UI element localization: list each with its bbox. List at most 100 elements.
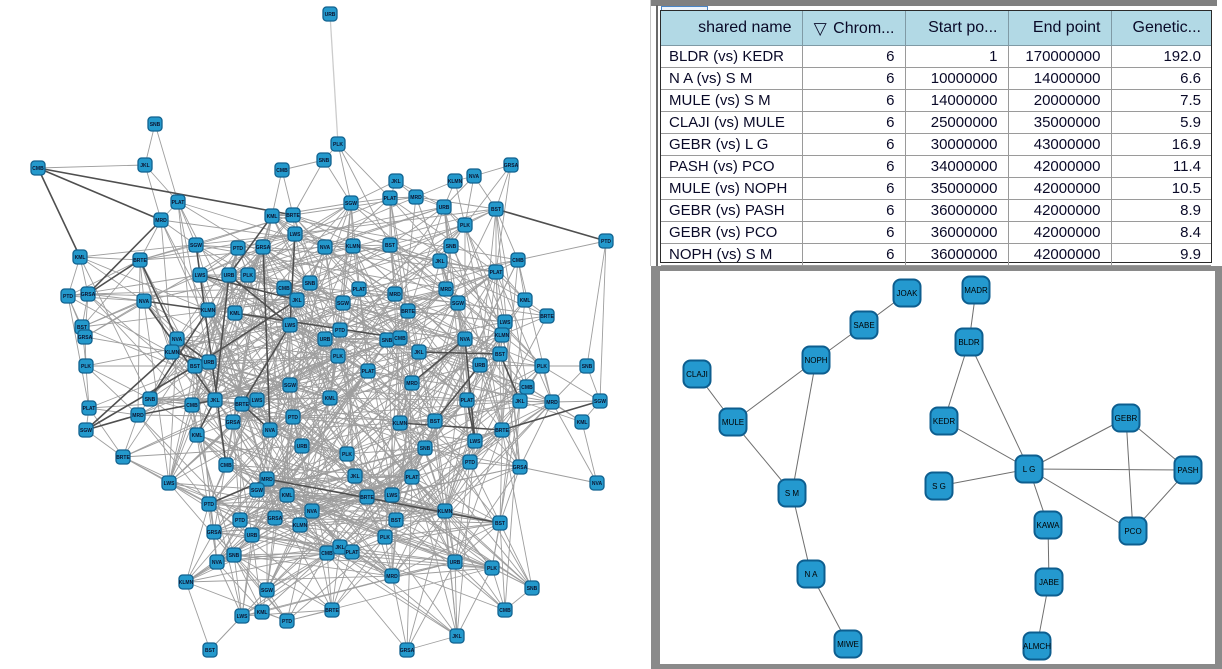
svg-text:KLMN: KLMN [293, 523, 308, 529]
svg-text:BST: BST [385, 243, 395, 249]
svg-text:LWS: LWS [252, 398, 263, 404]
svg-text:CMB: CMB [32, 166, 44, 172]
svg-text:GRSA: GRSA [268, 516, 283, 522]
svg-text:JKL: JKL [210, 398, 219, 404]
svg-text:BST: BST [495, 521, 505, 527]
svg-text:SNB: SNB [382, 338, 393, 344]
svg-text:GEBR: GEBR [1115, 414, 1138, 423]
svg-text:GRSA: GRSA [513, 465, 528, 471]
svg-text:BLDR: BLDR [958, 338, 980, 347]
svg-text:L G: L G [1023, 465, 1036, 474]
svg-text:GRSA: GRSA [78, 335, 93, 341]
svg-text:KML: KML [230, 311, 241, 317]
svg-text:MADR: MADR [964, 286, 988, 295]
svg-text:PLAT: PLAT [384, 196, 397, 202]
svg-text:URB: URB [224, 273, 235, 279]
svg-text:SNB: SNB [305, 281, 316, 287]
svg-text:KML: KML [325, 396, 336, 402]
svg-text:URB: URB [320, 337, 331, 343]
svg-text:SNB: SNB [420, 446, 431, 452]
svg-text:PTD: PTD [63, 294, 73, 300]
svg-text:SGW: SGW [284, 383, 296, 389]
svg-text:KML: KML [267, 214, 278, 220]
svg-text:MIWE: MIWE [837, 640, 859, 649]
svg-text:LWS: LWS [290, 232, 301, 238]
svg-text:LWS: LWS [285, 323, 296, 329]
svg-text:BST: BST [77, 325, 87, 331]
svg-text:MRD: MRD [389, 292, 401, 298]
svg-text:BRTE: BRTE [116, 455, 130, 461]
svg-text:PLAT: PLAT [461, 398, 474, 404]
svg-text:PLK: PLK [537, 364, 547, 370]
svg-text:PCO: PCO [1124, 527, 1141, 536]
svg-text:JABE: JABE [1039, 578, 1059, 587]
svg-text:PLAT: PLAT [83, 406, 96, 412]
svg-text:BRTE: BRTE [235, 402, 249, 408]
svg-text:LWS: LWS [164, 481, 175, 487]
svg-text:LWS: LWS [195, 273, 206, 279]
svg-text:CMB: CMB [186, 403, 198, 409]
svg-text:SGW: SGW [337, 301, 349, 307]
svg-text:PLK: PLK [243, 273, 253, 279]
svg-text:SGW: SGW [80, 428, 92, 434]
svg-text:JKL: JKL [435, 259, 444, 265]
svg-text:PLK: PLK [487, 566, 497, 572]
svg-text:BRTE: BRTE [133, 258, 147, 264]
svg-text:CMB: CMB [499, 608, 511, 614]
svg-text:SNB: SNB [319, 158, 330, 164]
svg-text:NVA: NVA [307, 509, 318, 515]
svg-text:BRTE: BRTE [360, 495, 374, 501]
svg-text:KLMN: KLMN [438, 509, 453, 515]
svg-text:URB: URB [247, 533, 258, 539]
svg-text:GRSA: GRSA [226, 420, 241, 426]
svg-text:PLK: PLK [333, 354, 343, 360]
svg-text:ALMCH: ALMCH [1023, 642, 1051, 651]
svg-text:MRD: MRD [406, 381, 418, 387]
svg-text:MRD: MRD [546, 400, 558, 406]
svg-text:BST: BST [491, 207, 501, 213]
svg-text:KAWA: KAWA [1037, 521, 1061, 530]
svg-text:KEDR: KEDR [933, 417, 955, 426]
svg-text:SNB: SNB [145, 397, 156, 403]
svg-text:SGW: SGW [345, 201, 357, 207]
svg-text:SNB: SNB [527, 586, 538, 592]
svg-text:SGW: SGW [594, 399, 606, 405]
svg-text:JKL: JKL [140, 163, 149, 169]
svg-text:KML: KML [75, 255, 86, 261]
svg-text:CMB: CMB [220, 463, 232, 469]
svg-text:BRTE: BRTE [540, 314, 554, 320]
svg-text:SGW: SGW [452, 301, 464, 307]
svg-text:PLK: PLK [460, 223, 470, 229]
svg-text:PTD: PTD [335, 328, 345, 334]
svg-text:GRSA: GRSA [207, 530, 222, 536]
svg-text:PLK: PLK [380, 535, 390, 541]
svg-text:SGW: SGW [251, 488, 263, 494]
svg-text:PLAT: PLAT [490, 270, 503, 276]
svg-text:MRD: MRD [440, 287, 452, 293]
svg-text:BST: BST [430, 419, 440, 425]
svg-text:PTD: PTD [601, 239, 611, 245]
svg-text:URB: URB [325, 12, 336, 18]
svg-text:URB: URB [439, 205, 450, 211]
svg-text:MULE: MULE [722, 418, 744, 427]
svg-text:LWS: LWS [387, 493, 398, 499]
svg-text:URB: URB [450, 560, 461, 566]
svg-text:KML: KML [192, 433, 203, 439]
svg-text:CMB: CMB [512, 258, 524, 264]
svg-text:URB: URB [204, 360, 215, 366]
svg-text:KLMN: KLMN [201, 308, 216, 314]
svg-text:PLAT: PLAT [353, 287, 366, 293]
svg-text:PLAT: PLAT [346, 550, 359, 556]
svg-text:BRTE: BRTE [401, 309, 415, 315]
svg-text:NVA: NVA [592, 481, 603, 487]
svg-text:BRTE: BRTE [286, 213, 300, 219]
svg-text:KML: KML [577, 420, 588, 426]
svg-text:SNB: SNB [582, 364, 593, 370]
svg-text:NVA: NVA [469, 174, 480, 180]
svg-text:SGW: SGW [190, 243, 202, 249]
svg-text:KML: KML [282, 493, 293, 499]
svg-text:BST: BST [205, 648, 215, 654]
svg-text:KLMN: KLMN [393, 421, 408, 427]
svg-text:JOAK: JOAK [897, 289, 919, 298]
svg-text:S G: S G [932, 482, 946, 491]
